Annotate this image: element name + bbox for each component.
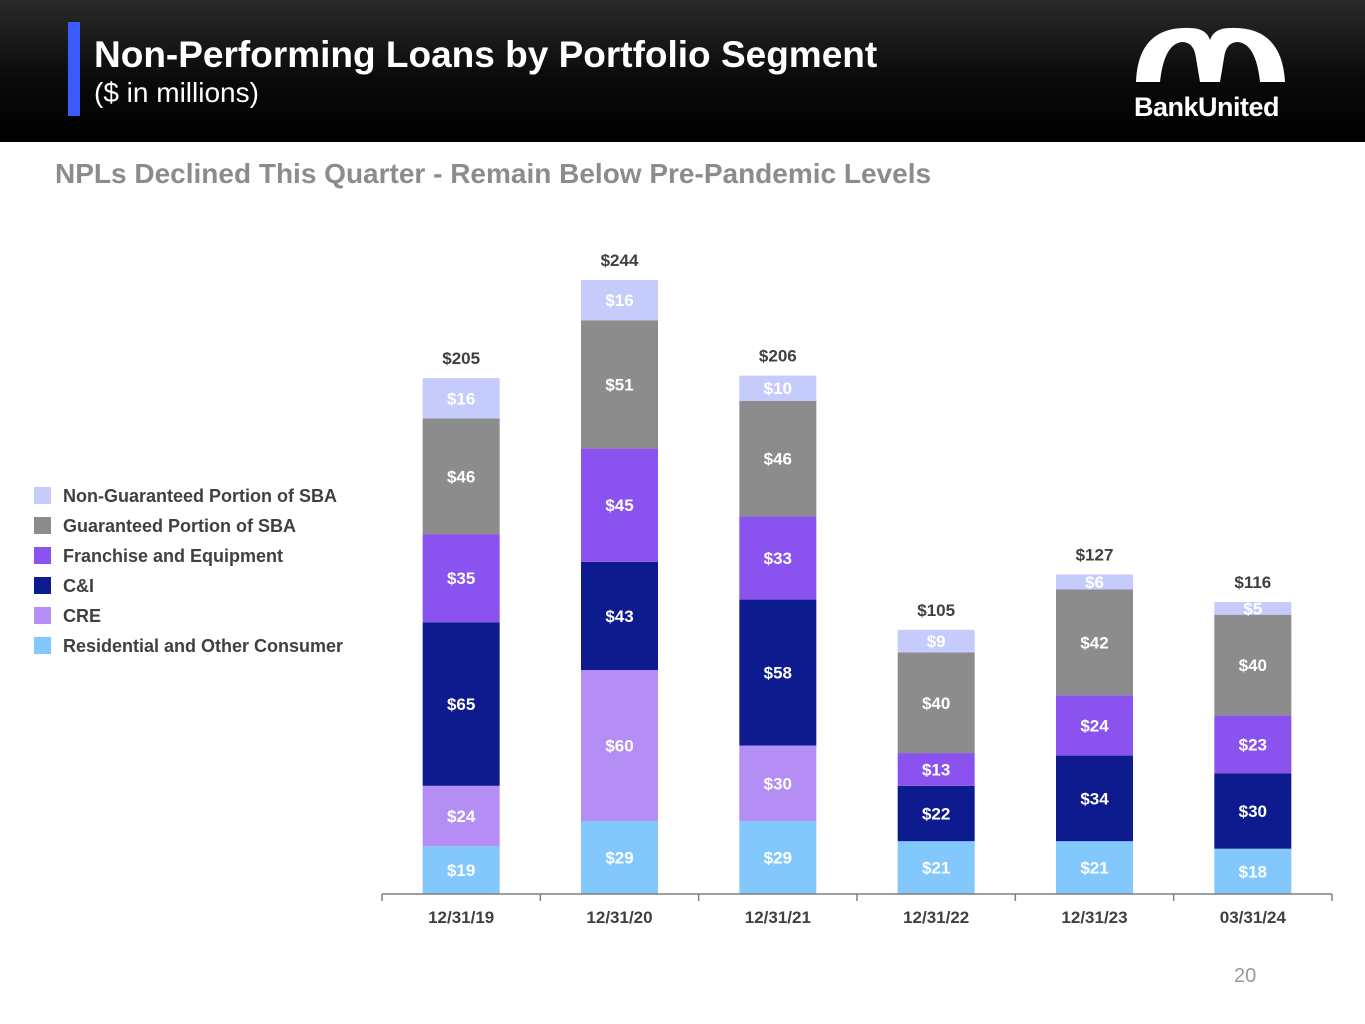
data-label: $46 [764, 450, 792, 469]
total-label: $116 [1234, 573, 1271, 592]
bar-segment [897, 629, 975, 653]
x-tick-label: 03/31/24 [1220, 908, 1287, 927]
data-label: $30 [1239, 802, 1267, 821]
legend-swatch [34, 637, 51, 654]
data-label: $18 [1239, 862, 1267, 881]
data-label: $24 [1080, 716, 1109, 735]
legend-swatch [34, 487, 51, 504]
header-banner: Non-Performing Loans by Portfolio Segmen… [0, 0, 1365, 142]
bar-segment [897, 753, 975, 786]
data-label: $13 [922, 760, 950, 779]
data-label: $40 [1239, 656, 1267, 675]
bar-segment [581, 670, 658, 822]
data-label: $23 [1239, 735, 1267, 754]
logo-wordmark: BankUnited [1134, 92, 1280, 122]
bar-segment [1214, 602, 1292, 615]
bar-segment [581, 320, 658, 449]
legend-swatch [34, 607, 51, 624]
data-label: $58 [764, 664, 792, 683]
data-label: $40 [922, 694, 950, 713]
bar-segment [1056, 841, 1133, 894]
bar-segment [897, 652, 975, 754]
data-label: $46 [447, 467, 475, 486]
bar-segment [422, 534, 500, 623]
bar-segment [739, 745, 817, 822]
bar-segment [739, 599, 817, 746]
bar-segment [739, 516, 817, 600]
x-tick-label: 12/31/23 [1061, 908, 1127, 927]
bar-segment [897, 841, 975, 894]
data-label: $34 [1080, 789, 1109, 808]
data-label: $29 [764, 849, 792, 868]
data-label: $9 [927, 632, 946, 651]
bar-segment [1214, 773, 1292, 849]
bar-segment [1056, 695, 1133, 756]
legend-label: Guaranteed Portion of SBA [63, 516, 297, 536]
data-label: $29 [605, 849, 633, 868]
data-label: $10 [764, 379, 792, 398]
x-tick-label: 12/31/22 [903, 908, 969, 927]
bar-segment [1056, 574, 1133, 590]
x-tick-label: 12/31/19 [428, 908, 494, 927]
data-label: $21 [922, 859, 950, 878]
bar-segment [1056, 589, 1133, 696]
x-tick-label: 12/31/21 [745, 908, 811, 927]
bar-segment [1056, 755, 1133, 842]
page-number: 20 [1234, 965, 1257, 987]
data-label: $16 [605, 291, 633, 310]
data-label: $6 [1085, 573, 1104, 592]
bar-segment [739, 821, 817, 894]
data-label: $16 [447, 389, 475, 408]
data-label: $65 [447, 695, 475, 714]
legend-swatch [34, 547, 51, 564]
data-label: $19 [447, 861, 475, 880]
data-label: $33 [764, 549, 792, 568]
legend-label: C&I [63, 576, 94, 596]
total-label: $206 [759, 347, 797, 366]
bar-segment [422, 418, 500, 535]
data-label: $35 [447, 569, 475, 588]
bar-segment [581, 280, 658, 321]
data-label: $30 [764, 774, 792, 793]
data-label: $24 [447, 807, 476, 826]
bar-segment [739, 375, 817, 401]
bankunited-logo-icon [1136, 27, 1285, 82]
data-label: $42 [1080, 633, 1108, 652]
bar-segment [739, 400, 817, 517]
legend-label: Franchise and Equipment [63, 546, 284, 566]
data-label: $60 [605, 737, 633, 756]
data-label: $22 [922, 804, 950, 823]
legend-label: Non-Guaranteed Portion of SBA [63, 486, 337, 506]
page-subtitle: ($ in millions) [94, 77, 259, 108]
bar-segment [581, 561, 658, 671]
page-title: Non-Performing Loans by Portfolio Segmen… [94, 34, 878, 75]
title-accent-bar [68, 22, 80, 116]
bar-segment [897, 785, 975, 842]
bar-segment [1214, 848, 1292, 894]
bar-segment [422, 622, 500, 786]
legend-swatch [34, 517, 51, 534]
bar-segment [581, 448, 658, 562]
data-label: $45 [605, 496, 633, 515]
bar-segment [581, 821, 658, 894]
slide-headline: NPLs Declined This Quarter - Remain Belo… [55, 158, 932, 189]
data-label: $51 [605, 375, 633, 394]
x-tick-label: 12/31/20 [586, 908, 652, 927]
bar-segment [422, 846, 500, 894]
total-label: $127 [1076, 545, 1114, 564]
bar-segment [1214, 715, 1292, 774]
total-label: $105 [917, 601, 955, 620]
data-label: $21 [1080, 859, 1108, 878]
data-label: $5 [1243, 599, 1262, 618]
bar-segment [1214, 614, 1292, 716]
legend-swatch [34, 577, 51, 594]
bar-segment [422, 785, 500, 847]
total-label: $244 [601, 251, 639, 270]
bar-segment [422, 378, 500, 419]
total-label: $205 [442, 349, 480, 368]
legend-label: Residential and Other Consumer [63, 636, 344, 656]
legend-label: CRE [63, 606, 102, 626]
data-label: $43 [605, 607, 633, 626]
